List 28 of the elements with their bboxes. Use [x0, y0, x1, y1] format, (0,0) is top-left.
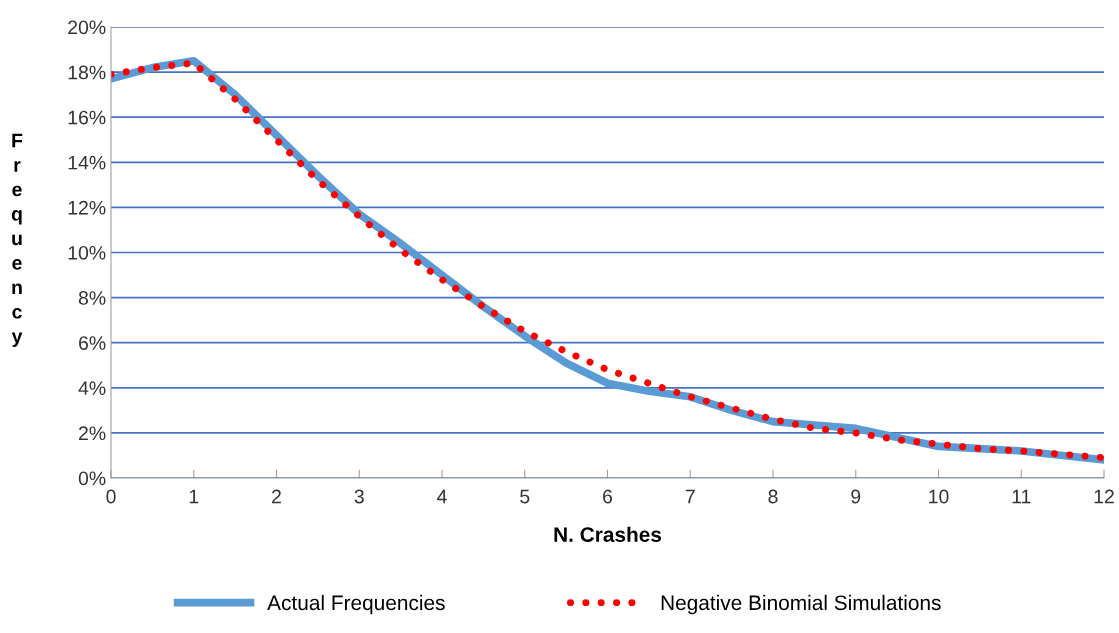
y-tick-label: 4% — [78, 381, 106, 395]
x-tick-label: 0 — [106, 489, 116, 504]
x-tick-label: 4 — [437, 489, 447, 504]
y-tick-label: 6% — [79, 336, 106, 350]
x-tick-label: 9 — [851, 489, 861, 504]
y-tick-label: 8% — [78, 291, 106, 305]
x-tick-label: 12 — [1094, 489, 1114, 504]
x-tick-label: 3 — [354, 489, 364, 504]
x-tick-label: 7 — [685, 489, 695, 504]
y-tick-label: 16% — [68, 110, 106, 125]
y-tick-label: 18% — [68, 65, 106, 80]
y-tick-label: 14% — [68, 155, 106, 170]
x-tick-label: 1 — [189, 489, 199, 504]
x-tick-label: 8 — [768, 489, 778, 504]
x-tick-label: 6 — [603, 489, 613, 504]
x-axis-title: N. Crashes — [554, 526, 662, 542]
y-tick-label: 12% — [68, 200, 106, 215]
text: Frequency — [11, 133, 23, 347]
y-tick-label: 2% — [79, 426, 106, 441]
legend-label: Actual Frequencies — [267, 594, 445, 615]
y-tick-label: 10% — [68, 245, 106, 260]
x-tick-label: 11 — [1012, 489, 1031, 504]
y-tick-label: 20% — [68, 20, 106, 35]
y-tick-label: 0% — [78, 471, 106, 486]
x-tick-label: 2 — [272, 489, 281, 504]
x-tick-label: 10 — [929, 489, 949, 504]
x-tick-label: 5 — [520, 489, 530, 504]
legend-label: Negative Binomial Simulations — [661, 594, 941, 615]
